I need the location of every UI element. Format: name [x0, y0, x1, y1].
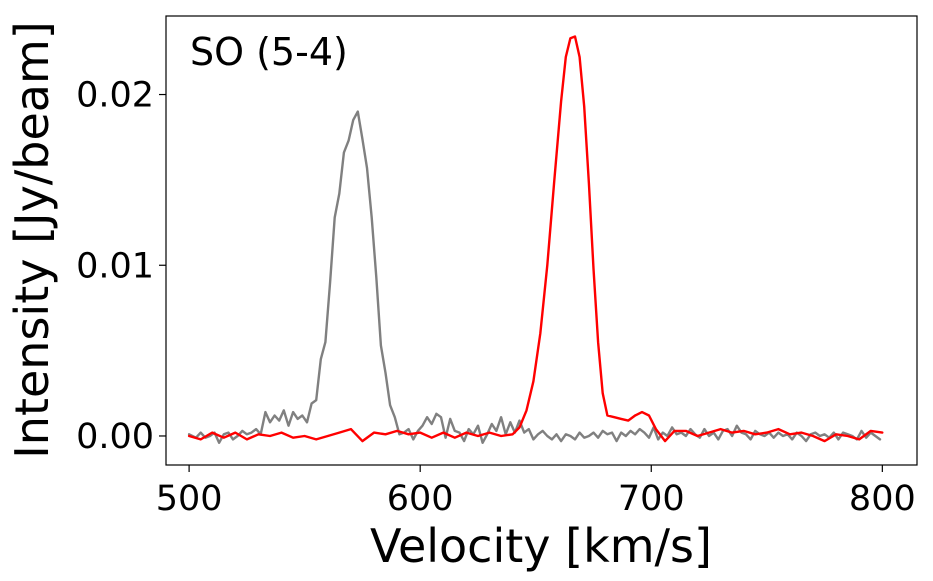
series-layer: [187, 35, 884, 444]
x-tick-label: 600: [387, 479, 454, 519]
plot-frame: [165, 15, 918, 466]
series-line-1: [187, 110, 882, 444]
x-axis-ticks: 500 600 700 800: [156, 465, 916, 519]
y-tick-label: 0.02: [76, 76, 154, 116]
y-tick-label: 0.01: [76, 246, 154, 286]
plot-annotation: SO (5-4): [190, 30, 348, 74]
plot-background: [166, 16, 917, 465]
y-axis-ticks: 0.00 0.01 0.02: [76, 76, 166, 457]
y-axis-label: Intensity [Jy/beam]: [5, 21, 59, 459]
series-line-2: [187, 35, 884, 443]
x-axis-label: Velocity [km/s]: [370, 519, 712, 573]
y-tick-label: 0.00: [76, 417, 154, 457]
x-tick-label: 800: [849, 479, 916, 519]
x-tick-label: 500: [156, 479, 223, 519]
x-tick-label: 700: [618, 479, 685, 519]
